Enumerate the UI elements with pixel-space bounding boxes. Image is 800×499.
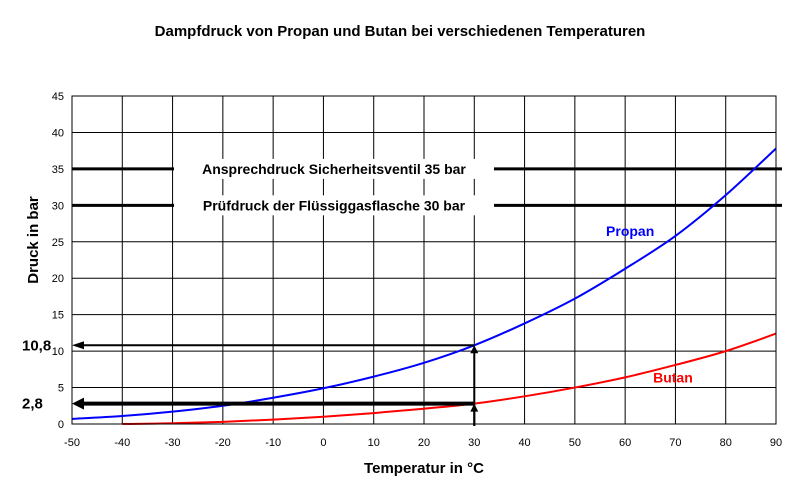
- x-tick-label: 20: [418, 437, 430, 449]
- y-tick-label: 5: [58, 383, 64, 395]
- y-tick-label: 20: [52, 273, 64, 285]
- series-line-butan: [122, 332, 777, 425]
- callout-horizontal-arrowhead: [72, 397, 84, 410]
- callout-label: 2,8: [22, 396, 43, 413]
- y-tick-label: 30: [52, 200, 64, 212]
- callout-vertical-arrowhead: [470, 403, 479, 412]
- x-tick-label: -40: [114, 437, 130, 449]
- x-tick-label: 70: [669, 437, 681, 449]
- y-tick-label: 40: [52, 127, 64, 139]
- series-label-propan: Propan: [606, 223, 654, 239]
- y-axis-title: Druck in bar: [25, 196, 42, 284]
- y-tick-label: 45: [52, 91, 64, 103]
- x-tick-label: 30: [468, 437, 480, 449]
- series-line-propan: [71, 147, 777, 420]
- x-tick-label: 50: [569, 437, 581, 449]
- y-tick-label: 35: [52, 164, 64, 176]
- reference-label-bg: [174, 158, 494, 179]
- x-tick-label: 80: [720, 437, 732, 449]
- reference-label-bg: [174, 195, 494, 216]
- reference-label: Prüfdruck der Flüssiggasflasche 30 bar: [203, 197, 466, 213]
- x-tick-label: 40: [518, 437, 530, 449]
- x-tick-label: 90: [770, 437, 782, 449]
- x-tick-label: -10: [265, 437, 281, 449]
- x-axis-ticks: -50 -40 -30 -20 -10 0 10 20 30 40 50 60 70 80 90: [64, 437, 782, 449]
- callout-horizontal-arrowhead: [72, 341, 84, 350]
- x-tick-label: 10: [368, 437, 380, 449]
- callout-vertical-arrowhead: [470, 345, 479, 354]
- y-axis-ticks: 0 5 10 15 20 25 30 35 40 45: [52, 91, 64, 431]
- x-tick-label: -30: [165, 437, 181, 449]
- series-label-butan: Butan: [653, 369, 693, 385]
- series-group: Propan Butan: [71, 147, 777, 425]
- y-tick-label: 25: [52, 237, 64, 249]
- reference-label: Ansprechdruck Sicherheitsventil 35 bar: [202, 161, 466, 177]
- plot-frame: [71, 95, 777, 425]
- chart-title: Dampfdruck von Propan und Butan bei vers…: [155, 23, 646, 40]
- callout-label: 10,8: [22, 337, 51, 354]
- x-axis-title: Temperatur in °C: [364, 460, 484, 477]
- x-tick-label: 60: [619, 437, 631, 449]
- x-tick-label: -50: [64, 437, 80, 449]
- x-tick-label: 0: [320, 437, 326, 449]
- y-tick-label: 15: [52, 310, 64, 322]
- y-tick-label: 10: [52, 346, 64, 358]
- x-tick-label: -20: [215, 437, 231, 449]
- reference-lines: Ansprechdruck Sicherheitsventil 35 bar Pr…: [72, 158, 782, 216]
- callouts: 10,8 2,8: [22, 337, 479, 426]
- y-tick-label: 0: [58, 419, 64, 431]
